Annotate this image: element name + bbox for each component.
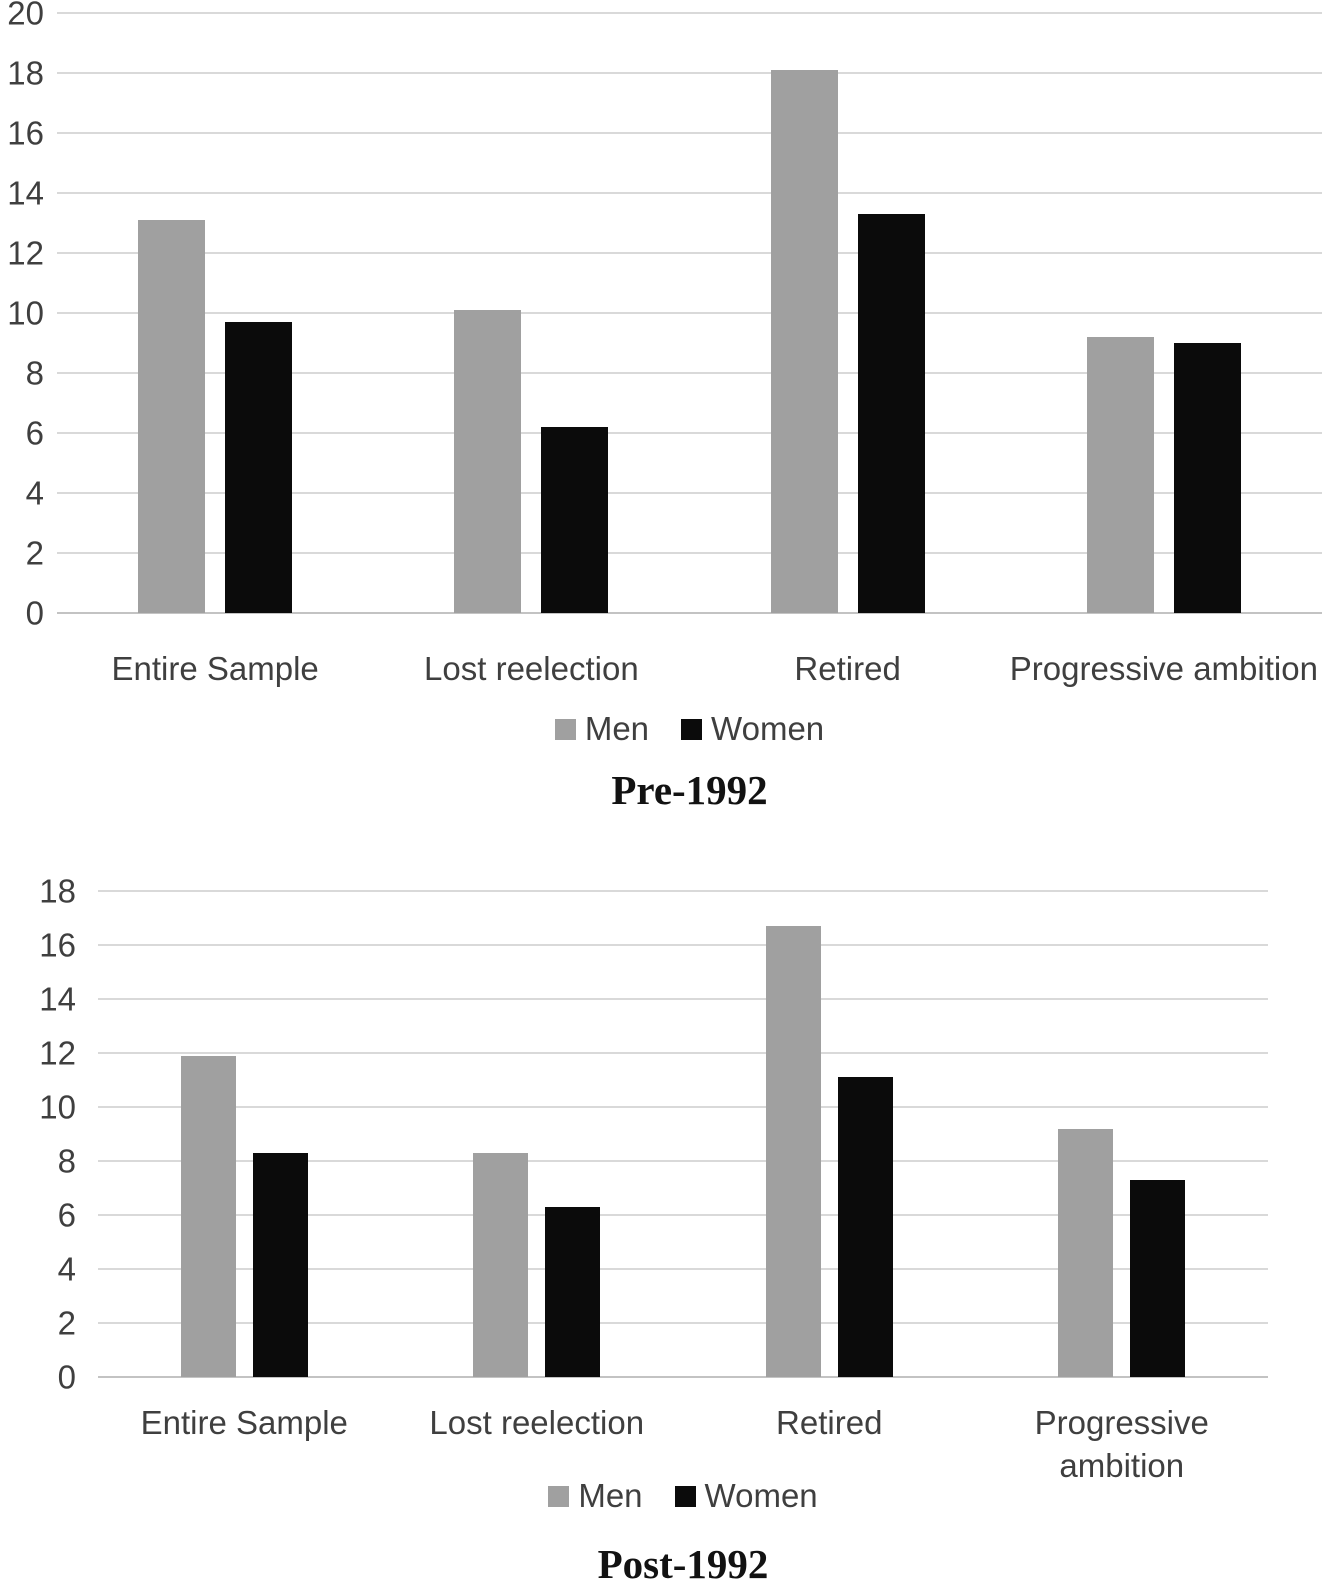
bar-men-lost-reelection	[473, 1153, 529, 1377]
y-tick-18: 18	[39, 872, 76, 910]
y-tick-14: 14	[7, 174, 44, 212]
y-tick-10: 10	[39, 1088, 76, 1126]
y-tick-2: 2	[25, 534, 44, 572]
y-tick-20: 20	[7, 0, 44, 32]
y-tick-4: 4	[25, 474, 44, 512]
legend-label-women: Women	[711, 710, 825, 747]
legend-label-men: Men	[578, 1477, 643, 1514]
bar-men-entire-sample	[138, 220, 206, 613]
gridline-y-14	[98, 998, 1268, 1000]
category-label-retired: Retired	[794, 650, 901, 687]
bar-men-progressive-ambition	[1058, 1129, 1114, 1377]
gridline-y-4	[98, 1268, 1268, 1270]
gridline-y-10	[57, 312, 1322, 314]
legend-item-men: Men	[548, 1477, 643, 1515]
bar-men-entire-sample	[180, 1056, 236, 1377]
bar-women-entire-sample	[252, 1153, 308, 1377]
category-label-retired: Retired	[776, 1404, 883, 1441]
bar-women-lost-reelection	[541, 427, 609, 613]
y-tick-16: 16	[39, 926, 76, 964]
gridline-y-12	[57, 252, 1322, 254]
y-tick-0: 0	[25, 594, 44, 632]
category-label-entire-sample: Entire Sample	[111, 650, 319, 687]
gridline-y-12	[98, 1052, 1268, 1054]
y-tick-12: 12	[7, 234, 44, 272]
bar-women-retired	[857, 214, 925, 613]
chart-title-pre-1992: Pre-1992	[611, 767, 768, 813]
legend-label-men: Men	[584, 710, 650, 747]
gridline-y-8	[98, 1160, 1268, 1162]
gridline-y-0	[57, 612, 1322, 614]
bar-men-retired	[770, 70, 838, 613]
gridline-y-14	[57, 192, 1322, 194]
y-tick-12: 12	[39, 1034, 76, 1072]
y-tick-14: 14	[39, 980, 76, 1018]
legend-item-women: Women	[681, 710, 824, 748]
category-label-progressive-ambition: Progressive ambition	[1009, 650, 1318, 687]
bar-women-entire-sample	[225, 322, 293, 613]
y-tick-8: 8	[57, 1142, 76, 1180]
legend-post-1992: Men Women	[98, 1474, 1268, 1518]
gridline-y-2	[57, 552, 1322, 554]
gridline-y-8	[57, 372, 1322, 374]
bar-men-lost-reelection	[454, 310, 522, 613]
gridline-y-18	[98, 890, 1268, 892]
legend-item-women: Women	[674, 1477, 818, 1515]
category-label-entire-sample: Entire Sample	[140, 1404, 348, 1441]
y-tick-6: 6	[25, 414, 44, 452]
legend-pre-1992: Men Women	[57, 707, 1322, 751]
bar-men-retired	[765, 926, 821, 1377]
bar-women-progressive-ambition	[1173, 343, 1241, 613]
legend-swatch-men-icon	[548, 1485, 570, 1507]
gridline-y-4	[57, 492, 1322, 494]
bar-men-progressive-ambition	[1086, 337, 1154, 613]
legend-label-women: Women	[704, 1477, 818, 1514]
gridline-y-6	[57, 432, 1322, 434]
y-tick-8: 8	[25, 354, 44, 392]
gridline-y-18	[57, 72, 1322, 74]
y-tick-16: 16	[7, 114, 44, 152]
category-label-lost-reelection: Lost reelection	[424, 650, 639, 687]
gridline-y-10	[98, 1106, 1268, 1108]
category-label-progressive-ambition: Progressive ambition	[1034, 1404, 1209, 1484]
bar-women-lost-reelection	[545, 1207, 601, 1377]
gridline-y-0	[98, 1376, 1268, 1378]
y-tick-6: 6	[57, 1196, 76, 1234]
category-label-lost-reelection: Lost reelection	[429, 1404, 645, 1441]
y-tick-10: 10	[7, 294, 44, 332]
y-tick-18: 18	[7, 54, 44, 92]
gridline-y-20	[57, 12, 1322, 14]
y-tick-4: 4	[57, 1250, 76, 1288]
legend-swatch-women-icon	[681, 718, 703, 740]
legend-swatch-women-icon	[674, 1485, 696, 1507]
bar-women-progressive-ambition	[1130, 1180, 1186, 1377]
gridline-y-16	[57, 132, 1322, 134]
y-tick-0: 0	[57, 1358, 76, 1396]
legend-item-men: Men	[554, 710, 650, 748]
y-tick-2: 2	[57, 1304, 76, 1342]
gridline-y-16	[98, 944, 1268, 946]
legend-swatch-men-icon	[554, 718, 576, 740]
bar-women-retired	[837, 1077, 893, 1377]
gridline-y-2	[98, 1322, 1268, 1324]
gridline-y-6	[98, 1214, 1268, 1216]
chart-title-post-1992: Post-1992	[597, 1541, 769, 1587]
